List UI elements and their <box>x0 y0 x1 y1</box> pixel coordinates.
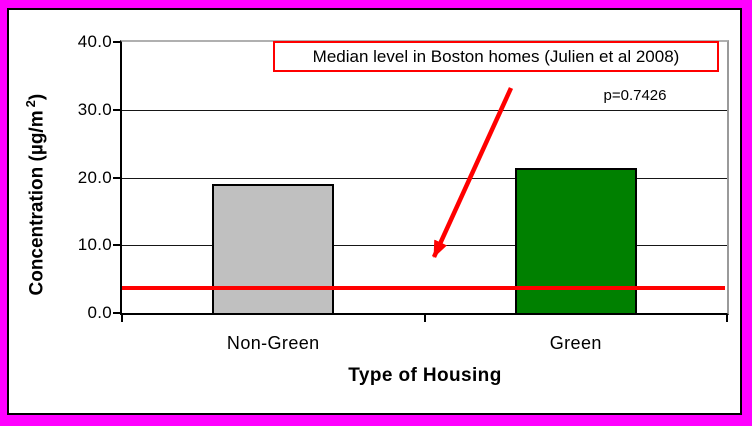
gridline <box>122 109 727 111</box>
y-axis-tick <box>113 244 120 247</box>
bar-green <box>514 168 637 315</box>
y-tick-label: 20.0 <box>77 167 112 187</box>
annotation-text: Median level in Boston homes (Julien et … <box>312 47 680 66</box>
y-tick-label: 40.0 <box>77 32 112 51</box>
x-axis-tick <box>423 315 426 322</box>
y-tick-label: 0.0 <box>87 303 112 322</box>
y-axis-title: Concentration (µg/m 2) <box>10 50 62 340</box>
bar-non-green <box>212 184 335 315</box>
x-axis-tick <box>726 315 728 322</box>
y-axis-title-superscript: 2 <box>23 100 39 108</box>
x-axis-title: Type of Housing <box>348 365 502 386</box>
y-axis-tick <box>113 176 120 179</box>
y-axis-title-close: ) <box>26 94 48 101</box>
y-tick-label: 10.0 <box>77 235 112 255</box>
p-value-label: p=0.7426 <box>603 87 667 104</box>
gridline <box>122 245 727 247</box>
y-axis-tick <box>113 312 120 314</box>
median-line <box>122 285 725 290</box>
gridline <box>122 177 727 179</box>
y-axis-tick <box>113 41 120 43</box>
y-axis-title-text: Concentration (µg/m <box>26 110 48 296</box>
y-axis-tick <box>113 108 120 111</box>
y-tick-label: 30.0 <box>77 99 112 119</box>
annotation-box: Median level in Boston homes (Julien et … <box>273 41 719 72</box>
x-category-label: Non-Green <box>226 333 320 353</box>
x-axis-tick <box>121 315 123 322</box>
x-category-label: Green <box>549 333 602 353</box>
